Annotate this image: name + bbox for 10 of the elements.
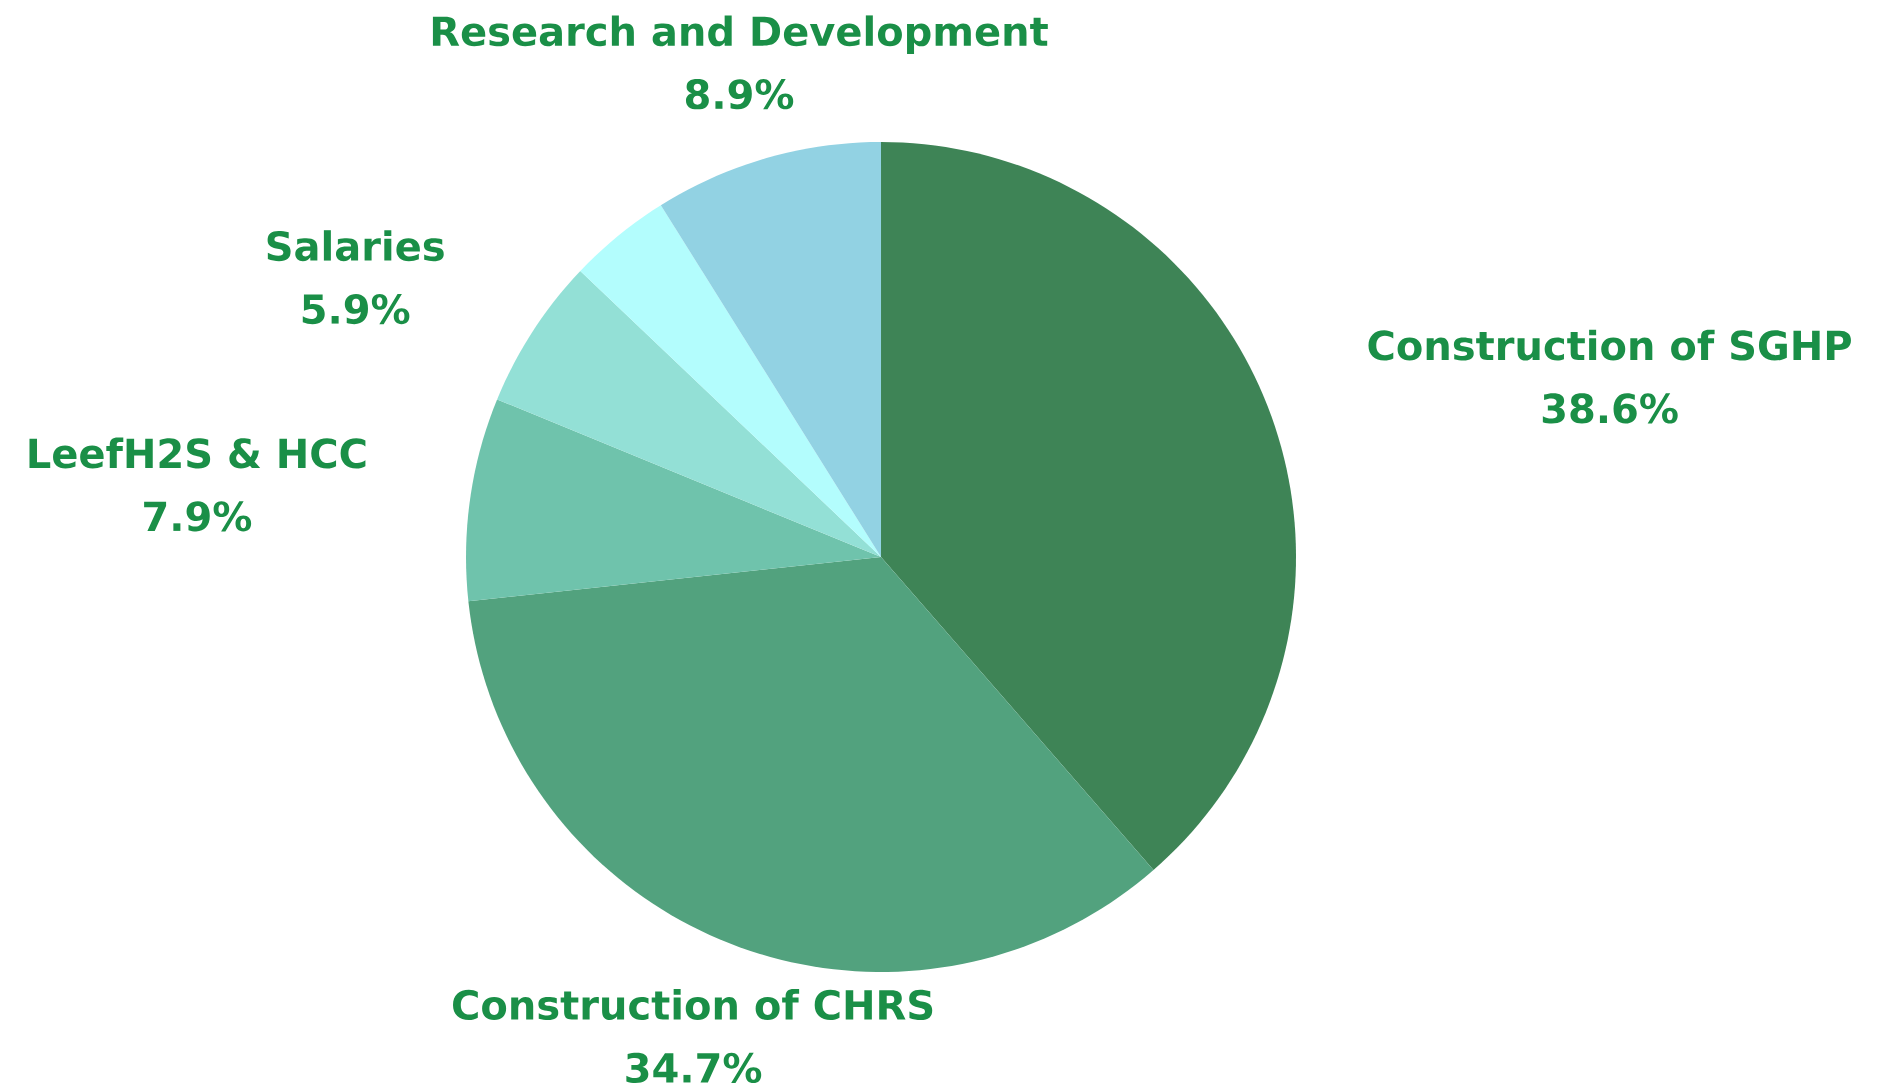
data-label: 34.7%: [626, 1052, 762, 1083]
data-label: 8.9%: [685, 78, 794, 110]
slice-label: Research and Development: [432, 15, 1048, 54]
data-label: 7.9%: [144, 501, 252, 532]
data-label: 38.6%: [1542, 393, 1678, 424]
slice-label: LeefH2S & HCC: [29, 437, 366, 469]
slice-label: Salaries: [267, 230, 444, 261]
slice-label: Construction of CHRS: [453, 988, 933, 1020]
slice-label: Construction of SGHP: [1368, 329, 1851, 361]
data-label: 5.9%: [302, 293, 410, 324]
